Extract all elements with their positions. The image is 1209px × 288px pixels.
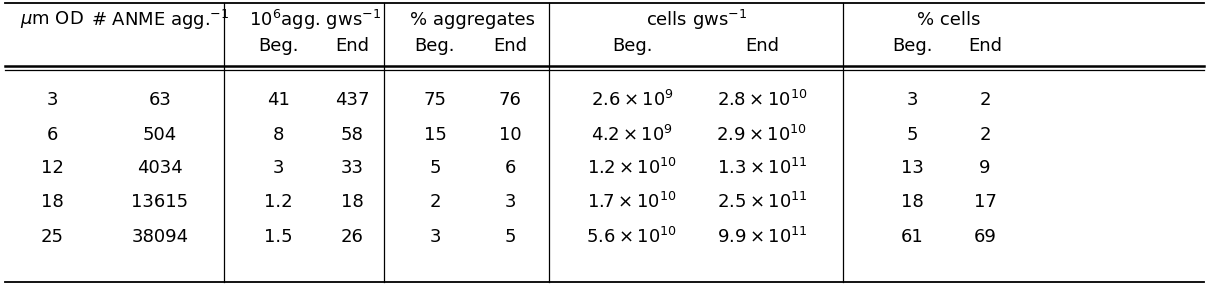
Text: Beg.: Beg. [612,37,652,55]
Text: End: End [493,37,527,55]
Text: 15: 15 [423,126,446,144]
Text: 5: 5 [907,126,918,144]
Text: 3: 3 [272,159,284,177]
Text: 18: 18 [341,193,364,211]
Text: 6: 6 [504,159,516,177]
Text: 41: 41 [266,91,289,109]
Text: % cells: % cells [916,11,980,29]
Text: 58: 58 [341,126,364,144]
Text: $2.9\times10^{10}$: $2.9\times10^{10}$ [717,125,808,145]
Text: 38094: 38094 [132,228,189,246]
Text: $5.6\times10^{10}$: $5.6\times10^{10}$ [586,227,677,247]
Text: # ANME agg.$^{-1}$: # ANME agg.$^{-1}$ [91,8,230,32]
Text: 76: 76 [498,91,521,109]
Text: 9: 9 [979,159,990,177]
Text: 2: 2 [429,193,441,211]
Text: $1.2\times10^{10}$: $1.2\times10^{10}$ [588,158,677,178]
Text: 17: 17 [973,193,996,211]
Text: 504: 504 [143,126,178,144]
Text: Beg.: Beg. [258,37,299,55]
Text: Beg.: Beg. [892,37,932,55]
Text: 69: 69 [973,228,996,246]
Text: 3: 3 [504,193,516,211]
Text: Beg.: Beg. [415,37,456,55]
Text: 63: 63 [149,91,172,109]
Text: $4.2\times10^{9}$: $4.2\times10^{9}$ [591,125,673,145]
Text: $10^6$agg. gws$^{-1}$: $10^6$agg. gws$^{-1}$ [249,8,381,32]
Text: 2: 2 [979,126,990,144]
Text: 26: 26 [341,228,364,246]
Text: End: End [335,37,369,55]
Text: $1.3\times10^{11}$: $1.3\times10^{11}$ [717,158,808,178]
Text: 61: 61 [901,228,924,246]
Text: $2.6\times10^{9}$: $2.6\times10^{9}$ [590,90,673,110]
Text: 75: 75 [423,91,446,109]
Text: $2.8\times10^{10}$: $2.8\times10^{10}$ [717,90,808,110]
Text: 18: 18 [41,193,63,211]
Text: End: End [968,37,1002,55]
Text: 18: 18 [901,193,924,211]
Text: $1.7\times10^{10}$: $1.7\times10^{10}$ [588,192,677,212]
Text: 3: 3 [46,91,58,109]
Text: $\mu$m OD: $\mu$m OD [21,10,83,31]
Text: 3: 3 [907,91,918,109]
Text: $9.9\times10^{11}$: $9.9\times10^{11}$ [717,227,808,247]
Text: $2.5\times10^{11}$: $2.5\times10^{11}$ [717,192,808,212]
Text: 25: 25 [40,228,64,246]
Text: 1.2: 1.2 [264,193,293,211]
Text: 1.5: 1.5 [264,228,293,246]
Text: End: End [745,37,779,55]
Text: 4034: 4034 [137,159,183,177]
Text: 3: 3 [429,228,441,246]
Text: 5: 5 [429,159,441,177]
Text: cells gws$^{-1}$: cells gws$^{-1}$ [647,8,747,32]
Text: 12: 12 [41,159,63,177]
Text: 2: 2 [979,91,990,109]
Text: 8: 8 [272,126,284,144]
Text: 13615: 13615 [132,193,189,211]
Text: 437: 437 [335,91,369,109]
Text: 6: 6 [46,126,58,144]
Text: 33: 33 [341,159,364,177]
Text: % aggregates: % aggregates [410,11,536,29]
Text: 5: 5 [504,228,516,246]
Text: 13: 13 [901,159,924,177]
Text: 10: 10 [498,126,521,144]
